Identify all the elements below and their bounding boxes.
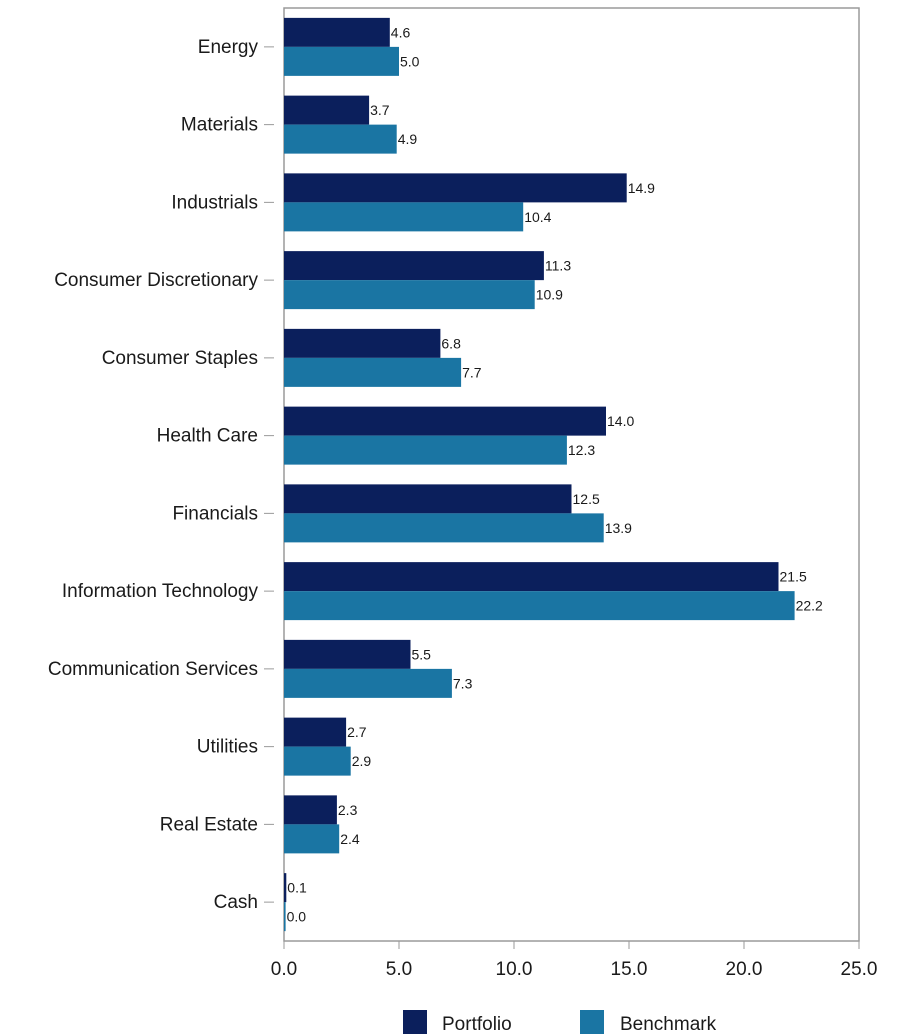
bar-portfolio xyxy=(284,873,287,903)
data-label-benchmark: 2.9 xyxy=(352,753,372,769)
bar-benchmark xyxy=(284,124,397,154)
category-label: Consumer Staples xyxy=(102,348,258,369)
category-label: Financials xyxy=(172,503,258,524)
x-tick-label: 25.0 xyxy=(841,959,878,980)
category-label: Cash xyxy=(214,892,258,913)
value-axis: 0.0 5.0 10.0 15.0 20.0 25.0 xyxy=(271,941,878,980)
category-label: Industrials xyxy=(171,192,258,213)
bar-benchmark xyxy=(284,202,524,232)
bar-portfolio xyxy=(284,173,627,203)
category-label: Information Technology xyxy=(62,581,259,602)
bar-benchmark xyxy=(284,357,462,387)
data-label-portfolio: 5.5 xyxy=(412,646,432,662)
data-label-benchmark: 2.4 xyxy=(340,831,360,847)
bar-benchmark xyxy=(284,46,399,76)
bar-portfolio xyxy=(284,717,347,747)
data-label-portfolio: 21.5 xyxy=(780,569,807,585)
bar-benchmark xyxy=(284,513,604,543)
bar-portfolio xyxy=(284,484,572,514)
data-label-portfolio: 12.5 xyxy=(573,491,600,507)
bar-benchmark xyxy=(284,591,795,621)
data-label-benchmark: 7.3 xyxy=(453,675,473,691)
category-axis: Energy Materials Industrials Consumer Discr… xyxy=(48,37,274,913)
bar-portfolio xyxy=(284,639,411,669)
bars-group xyxy=(284,17,795,932)
category-label: Communication Services xyxy=(48,659,258,680)
data-label-portfolio: 2.3 xyxy=(338,802,358,818)
category-label: Health Care xyxy=(157,426,258,447)
data-label-benchmark: 5.0 xyxy=(400,53,420,69)
data-label-portfolio: 14.9 xyxy=(628,180,655,196)
data-label-portfolio: 3.7 xyxy=(370,102,390,118)
data-label-portfolio: 14.0 xyxy=(607,413,634,429)
category-label: Consumer Discretionary xyxy=(54,270,258,291)
plot-area xyxy=(283,7,860,942)
bar-benchmark xyxy=(284,746,351,776)
data-label-portfolio: 4.6 xyxy=(391,24,411,40)
bar-portfolio xyxy=(284,251,544,281)
data-label-portfolio: 2.7 xyxy=(347,724,367,740)
data-label-benchmark: 7.7 xyxy=(462,364,482,380)
bar-portfolio xyxy=(284,406,606,436)
bar-portfolio xyxy=(284,328,441,358)
bar-portfolio xyxy=(284,562,779,592)
legend-label-portfolio: Portfolio xyxy=(442,1014,512,1035)
x-tick-label: 10.0 xyxy=(496,959,533,980)
bar-benchmark xyxy=(284,435,567,465)
category-label: Energy xyxy=(198,37,259,58)
x-tick-label: 15.0 xyxy=(611,959,648,980)
x-tick-label: 20.0 xyxy=(726,959,763,980)
legend: Portfolio Benchmark xyxy=(403,1010,717,1035)
data-label-benchmark: 22.2 xyxy=(796,598,823,614)
data-label-benchmark: 10.4 xyxy=(524,209,551,225)
bar-portfolio xyxy=(284,17,390,47)
x-tick-label: 5.0 xyxy=(386,959,412,980)
data-label-portfolio: 6.8 xyxy=(441,335,461,351)
data-label-benchmark: 13.9 xyxy=(605,520,632,536)
bar-portfolio xyxy=(284,795,337,825)
bar-benchmark xyxy=(284,280,535,310)
data-label-benchmark: 4.9 xyxy=(398,131,418,147)
legend-label-benchmark: Benchmark xyxy=(620,1014,717,1035)
data-label-portfolio: 0.1 xyxy=(287,880,307,896)
x-tick-label: 0.0 xyxy=(271,959,297,980)
category-label: Real Estate xyxy=(160,814,258,835)
data-label-benchmark: 12.3 xyxy=(568,442,595,458)
data-label-benchmark: 0.0 xyxy=(287,909,307,925)
category-label: Utilities xyxy=(197,737,258,758)
legend-swatch-benchmark xyxy=(580,1010,604,1034)
category-label: Materials xyxy=(181,115,258,136)
plot-frame xyxy=(283,7,860,942)
bar-benchmark xyxy=(284,668,452,698)
data-labels-group: 4.6 5.0 3.7 4.9 14.9 10.4 11.3 10.9 6.87.7 14.0 12… xyxy=(287,24,823,924)
bar-portfolio xyxy=(284,95,370,125)
bar-benchmark xyxy=(284,902,286,932)
data-label-portfolio: 11.3 xyxy=(545,258,571,274)
legend-swatch-portfolio xyxy=(403,1010,427,1034)
data-label-benchmark: 10.9 xyxy=(536,287,563,303)
bar-benchmark xyxy=(284,824,340,854)
